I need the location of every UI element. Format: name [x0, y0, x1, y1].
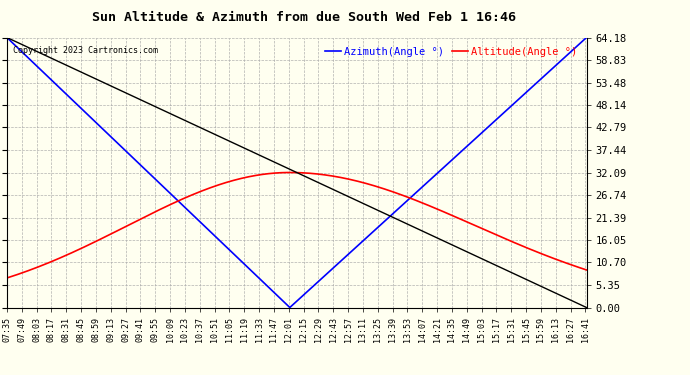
Legend: Azimuth(Angle °), Altitude(Angle °): Azimuth(Angle °), Altitude(Angle °): [321, 43, 581, 61]
Text: Sun Altitude & Azimuth from due South Wed Feb 1 16:46: Sun Altitude & Azimuth from due South We…: [92, 11, 515, 24]
Text: Copyright 2023 Cartronics.com: Copyright 2023 Cartronics.com: [12, 46, 158, 55]
